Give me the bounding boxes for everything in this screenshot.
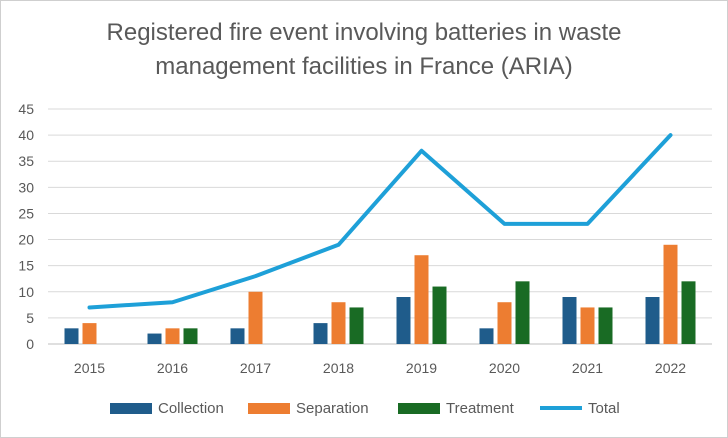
- legend-label-collection: Collection: [158, 399, 224, 417]
- point-total-2017: [255, 275, 256, 277]
- bar-separation-2022: [663, 244, 678, 344]
- y-tick-label: 5: [26, 310, 34, 326]
- legend-item-treatment: Treatment: [398, 396, 514, 420]
- point-total-2021: [587, 223, 588, 225]
- bar-collection-2019: [396, 297, 411, 344]
- y-tick-label: 0: [26, 336, 34, 352]
- x-tick-label: 2016: [157, 360, 188, 376]
- point-total-2015: [89, 306, 90, 308]
- y-tick-label: 30: [18, 179, 34, 195]
- chart-title-line-2: management facilities in France (ARIA): [155, 53, 573, 80]
- bar-separation-2017: [248, 291, 263, 344]
- point-total-2016: [172, 301, 173, 303]
- y-tick-label: 25: [18, 205, 34, 221]
- legend-label-treatment: Treatment: [446, 399, 514, 417]
- bar-treatment-2022: [681, 281, 696, 344]
- bar-treatment-2016: [183, 328, 198, 344]
- legend-item-separation: Separation: [248, 396, 369, 420]
- bar-separation-2021: [580, 307, 595, 344]
- legend-swatch-collection: [110, 402, 152, 414]
- bar-separation-2019: [414, 255, 429, 344]
- bar-collection-2018: [313, 323, 328, 344]
- x-tick-label: 2021: [572, 360, 603, 376]
- legend-label-total: Total: [588, 399, 620, 417]
- bar-treatment-2018: [349, 307, 364, 344]
- y-tick-label: 20: [18, 232, 34, 248]
- bar-treatment-2019: [432, 286, 447, 344]
- line-total: [87, 133, 673, 310]
- bar-separation-2018: [331, 302, 346, 344]
- bar-treatment-2021: [598, 307, 613, 344]
- legend-swatch-separation: [248, 402, 290, 414]
- y-tick-label: 15: [18, 258, 34, 274]
- chart-title: Registered fire event involving batterie…: [0, 16, 728, 84]
- x-tick-label: 2019: [406, 360, 437, 376]
- point-total-2019: [421, 150, 422, 152]
- y-tick-label: 40: [18, 127, 34, 143]
- legend-swatch-treatment: [398, 402, 440, 414]
- bar-separation-2016: [165, 328, 180, 344]
- point-total-2018: [338, 244, 339, 246]
- bar-collection-2016: [147, 333, 162, 344]
- x-tick-label: 2017: [240, 360, 271, 376]
- bar-collection-2022: [645, 297, 660, 344]
- chart-title-line-1: Registered fire event involving batterie…: [106, 19, 622, 46]
- legend-line-total: [540, 406, 582, 410]
- legend-label-separation: Separation: [296, 399, 369, 417]
- legend-item-collection: Collection: [110, 396, 224, 420]
- bar-collection-2020: [479, 328, 494, 344]
- bar-collection-2015: [64, 328, 79, 344]
- x-tick-label: 2020: [489, 360, 520, 376]
- bar-collection-2017: [230, 328, 245, 344]
- y-tick-label: 45: [18, 101, 34, 117]
- x-tick-label: 2022: [655, 360, 686, 376]
- bar-separation-2015: [82, 323, 97, 344]
- legend-item-total: Total: [540, 396, 620, 420]
- bar-separation-2020: [497, 302, 512, 344]
- x-tick-label: 2015: [74, 360, 105, 376]
- point-total-2022: [670, 134, 671, 136]
- chart-legend: Collection Separation Treatment Total: [0, 396, 728, 420]
- x-tick-label: 2018: [323, 360, 354, 376]
- point-total-2020: [504, 223, 505, 225]
- y-tick-label: 35: [18, 153, 34, 169]
- bar-collection-2021: [562, 297, 577, 344]
- bar-treatment-2020: [515, 281, 530, 344]
- y-tick-label: 10: [18, 284, 34, 300]
